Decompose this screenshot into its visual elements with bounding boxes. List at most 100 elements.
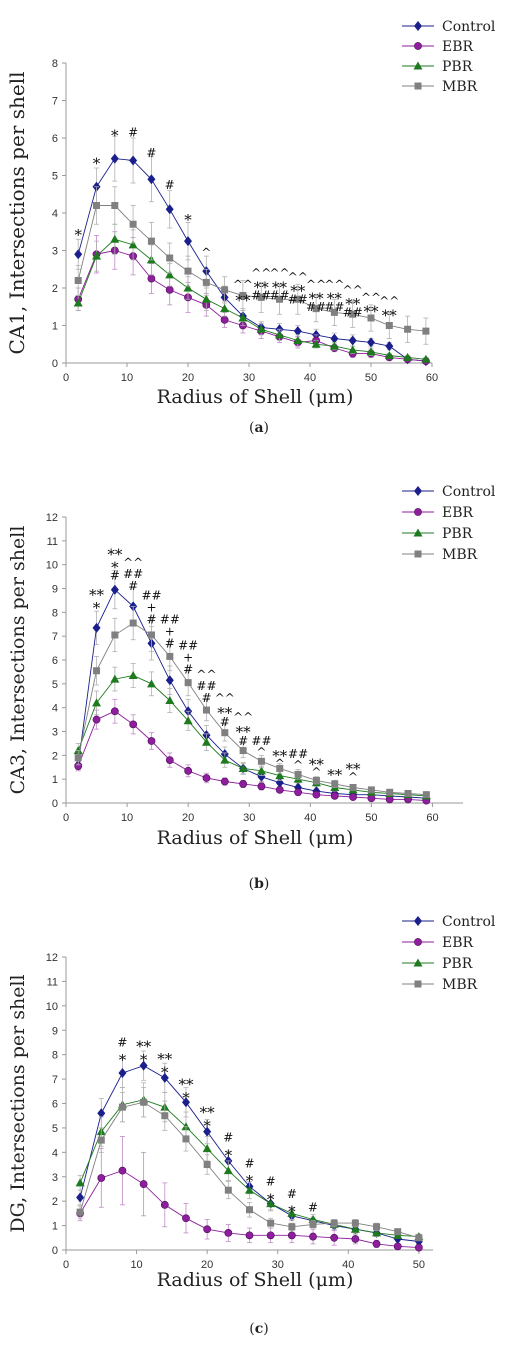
x-tick-label: 60 — [426, 372, 438, 384]
pbr-point — [413, 958, 423, 967]
y-tick-label: 4 — [52, 208, 58, 220]
significance-mark: ** — [157, 1050, 173, 1068]
legend-item-ebr: EBR — [402, 505, 474, 521]
y-axis-title: DG, Intersections per shell — [7, 974, 29, 1232]
series-pbr — [73, 663, 431, 800]
significance-mark: + — [165, 624, 175, 638]
control-point — [110, 584, 119, 595]
y-tick-label: 4 — [52, 703, 58, 715]
pbr-point — [75, 1178, 85, 1187]
series-control — [74, 570, 431, 804]
significance-mark: ** — [382, 306, 398, 324]
y-tick-label: 2 — [52, 750, 58, 762]
panel-caption: (a) — [249, 420, 269, 436]
ebr-point — [160, 1200, 169, 1209]
significance-mark: * — [93, 155, 101, 173]
ebr-point — [266, 1231, 275, 1240]
mbr-point — [404, 789, 412, 797]
pbr-point — [311, 339, 321, 348]
mbr-point — [140, 1098, 148, 1106]
pbr-point — [92, 251, 101, 260]
legend-item-pbr: PBR — [402, 59, 473, 75]
y-tick-label: 6 — [52, 655, 58, 667]
mbr-point — [166, 652, 174, 660]
ebr-point — [182, 1214, 190, 1223]
significance-mark: ^ — [348, 770, 358, 784]
pbr-point — [223, 1166, 233, 1175]
pbr-point — [147, 679, 157, 688]
pbr-point — [413, 61, 423, 70]
control-point — [348, 335, 357, 346]
significance-mark: * — [182, 1089, 190, 1107]
ebr-point — [351, 1235, 360, 1243]
significance-mark: ^ — [256, 745, 266, 759]
significance-mark: # — [183, 663, 193, 677]
mbr-point — [97, 1136, 105, 1144]
y-tick-label: 0 — [52, 358, 58, 370]
x-tick-label: 0 — [63, 1259, 69, 1271]
pbr-point — [350, 1224, 360, 1233]
control-point — [110, 153, 119, 164]
ebr-point — [414, 508, 422, 516]
series-line — [77, 622, 427, 796]
pbr-point — [110, 234, 120, 243]
pbr-point — [110, 674, 120, 683]
x-axis-title: Radius of Shell (μm) — [157, 1269, 354, 1291]
significance-mark: ** — [290, 282, 306, 300]
mbr-point — [166, 254, 174, 262]
control-point — [181, 1097, 190, 1108]
y-tick-label: 0 — [52, 1245, 58, 1257]
mbr-point — [422, 327, 430, 335]
ebr-point — [287, 1231, 296, 1240]
pbr-point — [183, 283, 193, 292]
significance-mark: # — [117, 1035, 127, 1049]
y-tick-label: 2 — [52, 283, 58, 295]
pbr-point — [256, 324, 266, 333]
significance-mark: ## — [251, 734, 271, 748]
control-point — [367, 337, 375, 348]
y-tick-label: 7 — [52, 1074, 58, 1086]
x-tick-label: 30 — [272, 1259, 284, 1271]
mbr-point — [294, 770, 302, 778]
legend: Control EBR PBR MBR — [402, 19, 496, 95]
mbr-point — [129, 619, 137, 627]
ebr-point — [147, 737, 156, 745]
significance-mark: ** — [364, 303, 380, 321]
mbr-point — [276, 764, 284, 772]
mbr-point — [267, 1219, 275, 1227]
series-pbr — [73, 223, 431, 363]
ebr-point — [110, 707, 119, 716]
legend-label: MBR — [442, 977, 478, 993]
significance-mark: ** — [107, 546, 123, 564]
significance-mark: ^^ — [288, 270, 308, 284]
significance-mark: # — [223, 1131, 233, 1145]
y-tick-label: 5 — [52, 1123, 58, 1135]
significance-mark: ^ — [201, 245, 211, 259]
significance-mark: ## — [160, 612, 180, 626]
significance-mark: ## — [288, 747, 308, 761]
control-point — [165, 675, 174, 686]
y-tick-label: 3 — [52, 1172, 58, 1184]
x-tick-label: 0 — [63, 812, 69, 824]
y-tick-label: 7 — [52, 631, 58, 643]
pbr-point — [348, 345, 358, 354]
pbr-point — [92, 698, 102, 707]
significance-mark: # — [146, 612, 156, 626]
significance-mark: ^^ — [196, 667, 216, 681]
significance-mark: # — [201, 691, 211, 705]
significance-mark: ^ — [311, 765, 321, 779]
mbr-point — [74, 277, 82, 284]
significance-mark: * — [140, 1051, 148, 1069]
significance-mark: ^^ — [233, 277, 253, 291]
control-point — [414, 916, 422, 926]
significance-mark: ** — [236, 723, 252, 741]
legend-label: EBR — [442, 39, 474, 55]
pbr-point — [202, 1144, 212, 1153]
legend-item-control: Control — [402, 19, 496, 35]
control-point — [92, 622, 101, 633]
pbr-point — [275, 330, 284, 339]
y-tick-label: 4 — [52, 1147, 58, 1159]
mbr-point — [404, 325, 412, 333]
pbr-point — [73, 746, 83, 755]
